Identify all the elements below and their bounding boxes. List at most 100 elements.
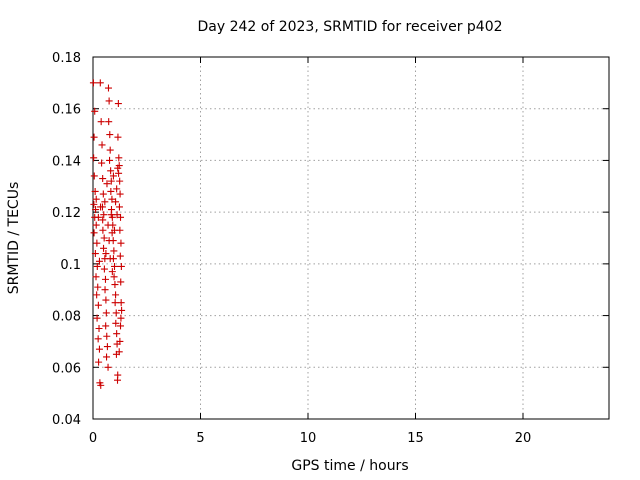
data-points — [89, 79, 126, 389]
data-point — [97, 118, 105, 126]
data-point — [94, 283, 102, 291]
data-point — [102, 296, 110, 304]
x-tick-label: 15 — [407, 431, 424, 446]
data-point — [98, 159, 106, 167]
data-point — [98, 141, 106, 149]
data-point — [114, 133, 122, 141]
data-point — [116, 337, 124, 345]
data-point — [115, 348, 123, 356]
data-point — [104, 84, 112, 92]
data-point — [116, 177, 124, 185]
plot-area-frame — [92, 56, 610, 420]
data-point — [104, 363, 112, 371]
data-point — [112, 198, 120, 206]
data-point — [102, 322, 110, 330]
data-point — [117, 262, 125, 270]
data-point — [92, 206, 100, 214]
data-point — [91, 250, 99, 258]
chart-title: Day 242 of 2023, SRMTID for receiver p40… — [197, 19, 502, 35]
data-point — [90, 200, 98, 208]
data-point — [108, 268, 116, 276]
data-point — [105, 97, 113, 105]
data-point — [93, 262, 101, 270]
data-point — [92, 273, 100, 281]
data-point — [103, 353, 111, 361]
data-point — [111, 226, 118, 234]
data-point — [100, 265, 108, 273]
data-point — [111, 299, 119, 307]
x-axis-label: GPS time / hours — [291, 458, 408, 474]
data-point — [95, 257, 103, 265]
data-point — [100, 244, 108, 252]
data-point — [115, 169, 123, 177]
data-point — [104, 221, 112, 229]
data-point — [100, 211, 108, 219]
y-axis-label: SRMTID / TECUs — [6, 182, 22, 295]
data-point — [101, 275, 109, 283]
data-point — [107, 177, 115, 185]
data-point — [112, 309, 120, 317]
data-point — [96, 79, 104, 87]
data-point — [91, 107, 99, 115]
data-point — [106, 146, 114, 154]
data-point — [110, 247, 118, 255]
data-point — [92, 221, 100, 229]
y-tick-label: 0.12 — [52, 206, 81, 221]
data-point — [90, 154, 98, 162]
data-point — [106, 255, 114, 263]
data-point — [99, 190, 107, 198]
data-point — [105, 237, 113, 245]
x-tick-label: 5 — [196, 431, 204, 446]
data-point — [102, 250, 110, 258]
data-point — [117, 278, 125, 286]
data-point — [90, 229, 98, 237]
data-point — [90, 133, 98, 141]
data-point — [92, 195, 100, 203]
data-point — [91, 187, 99, 195]
data-point — [112, 291, 120, 299]
data-point — [117, 299, 125, 307]
data-point — [118, 306, 126, 314]
x-axis: 0 5 10 15 20 — [89, 57, 531, 446]
y-axis: 0.04 0.06 0.08 0.1 0.12 0.14 0.16 0.18 — [52, 51, 609, 428]
data-point — [117, 314, 125, 322]
data-point — [95, 325, 103, 332]
data-point — [109, 172, 117, 180]
data-point — [112, 319, 120, 327]
data-point — [94, 213, 102, 221]
data-point — [95, 358, 103, 366]
data-point — [101, 198, 109, 206]
data-point — [115, 154, 123, 162]
data-point — [113, 330, 121, 338]
data-point — [103, 180, 111, 188]
data-point — [90, 172, 98, 180]
y-tick-label: 0.14 — [52, 154, 81, 169]
data-point — [114, 100, 122, 108]
data-point — [115, 203, 123, 211]
data-point — [93, 239, 101, 247]
data-point — [99, 175, 107, 183]
data-point — [93, 314, 101, 322]
y-tick-label: 0.08 — [52, 310, 81, 325]
data-point — [99, 226, 107, 234]
y-tick-label: 0.18 — [52, 51, 81, 66]
data-point — [101, 286, 109, 294]
x-tick-label: 0 — [89, 431, 97, 446]
data-point — [106, 156, 114, 164]
data-point — [89, 79, 97, 87]
data-point — [99, 216, 107, 224]
data-point — [95, 345, 103, 353]
x-tick-label: 10 — [300, 431, 317, 446]
data-point — [103, 343, 111, 351]
data-point — [102, 309, 110, 317]
data-point — [116, 252, 124, 260]
data-point — [117, 322, 125, 330]
data-point — [108, 195, 116, 203]
data-point — [97, 381, 105, 389]
data-point — [106, 131, 114, 139]
y-tick-label: 0.1 — [60, 258, 81, 273]
data-point — [105, 118, 113, 126]
data-point — [94, 335, 102, 343]
grid-lines — [93, 57, 609, 419]
